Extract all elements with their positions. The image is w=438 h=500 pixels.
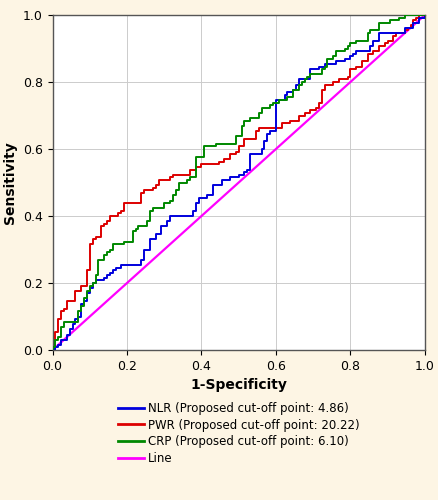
- Legend: NLR (Proposed cut-off point: 4.86), PWR (Proposed cut-off point: 20.22), CRP (Pr: NLR (Proposed cut-off point: 4.86), PWR …: [117, 402, 360, 464]
- X-axis label: 1-Specificity: 1-Specificity: [190, 378, 287, 392]
- Y-axis label: Sensitivity: Sensitivity: [3, 141, 17, 224]
